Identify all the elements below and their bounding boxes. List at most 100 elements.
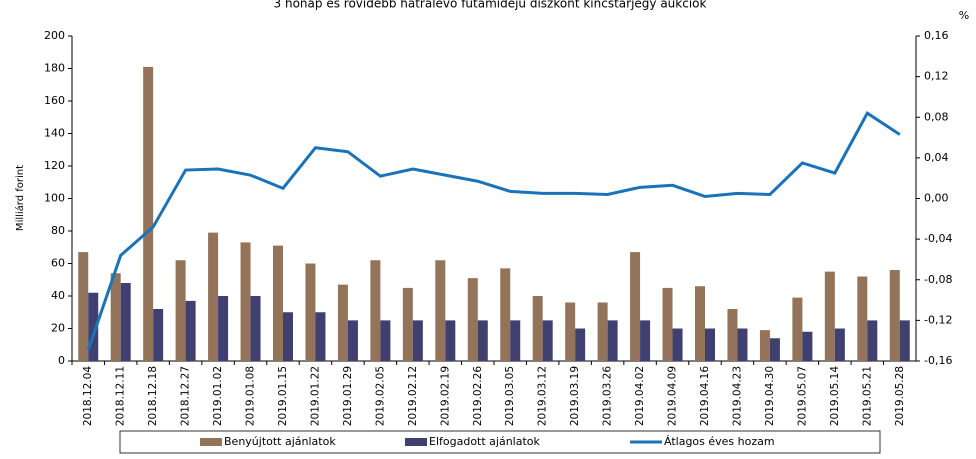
x-tick-label: 2019.01.02 bbox=[212, 366, 224, 426]
x-tick-label: 2018.12.18 bbox=[147, 366, 159, 426]
legend-box bbox=[119, 430, 881, 454]
x-tick-label: 2019.03.26 bbox=[602, 366, 614, 426]
bar bbox=[412, 320, 423, 361]
x-tick-label: 2018.12.11 bbox=[115, 366, 127, 426]
bar bbox=[380, 320, 391, 361]
bar bbox=[705, 328, 715, 361]
x-tick-label: 2019.04.16 bbox=[699, 366, 711, 426]
bar bbox=[867, 320, 878, 361]
y-tick-label: 200 bbox=[44, 29, 65, 42]
bar bbox=[500, 268, 511, 361]
bar bbox=[120, 283, 131, 361]
bar bbox=[283, 312, 293, 361]
bar bbox=[857, 276, 868, 361]
bar bbox=[347, 320, 358, 361]
y2-tick-label: 0,04 bbox=[924, 151, 949, 164]
bar bbox=[88, 292, 99, 361]
x-tick-label: 2018.12.04 bbox=[82, 366, 94, 426]
x-tick-label: 2019.05.14 bbox=[829, 366, 841, 426]
x-tick-label: 2019.03.19 bbox=[569, 366, 581, 426]
bar bbox=[445, 320, 456, 361]
bar bbox=[273, 245, 283, 361]
y-tick-label: 0 bbox=[58, 354, 65, 367]
x-tick-label: 2019.02.26 bbox=[472, 366, 484, 426]
x-tick-label: 2018.12.27 bbox=[180, 366, 192, 426]
bar bbox=[769, 338, 780, 361]
bar bbox=[175, 260, 186, 361]
bar bbox=[435, 260, 446, 361]
legend-label: Benyújtott ajánlatok bbox=[224, 435, 336, 448]
y2-axis-label: % bbox=[959, 9, 969, 22]
bar bbox=[695, 286, 705, 361]
legend-label: Elfogadott ajánlatok bbox=[429, 435, 541, 448]
bar bbox=[402, 287, 413, 361]
bar bbox=[315, 312, 326, 361]
x-tick-label: 2019.05.07 bbox=[796, 366, 808, 426]
bar bbox=[143, 66, 154, 361]
x-tick-label: 2019.02.12 bbox=[407, 366, 419, 426]
legend-swatch bbox=[200, 438, 222, 446]
bar bbox=[824, 271, 835, 361]
bar bbox=[208, 232, 219, 361]
bar bbox=[370, 260, 381, 361]
bar bbox=[78, 252, 89, 361]
y-tick-label: 160 bbox=[44, 94, 65, 107]
x-tick-label: 2019.04.02 bbox=[634, 366, 646, 426]
bar bbox=[727, 309, 738, 361]
bar bbox=[802, 331, 813, 361]
x-tick-label: 2019.05.21 bbox=[861, 366, 873, 426]
bar bbox=[467, 278, 478, 361]
y2-tick-label: -0,12 bbox=[924, 313, 952, 326]
bar bbox=[672, 328, 683, 361]
bar bbox=[662, 287, 673, 361]
bar bbox=[889, 270, 900, 361]
y-tick-label: 80 bbox=[51, 224, 65, 237]
x-tick-label: 2019.03.12 bbox=[537, 366, 549, 426]
y-tick-label: 100 bbox=[44, 192, 65, 205]
bar bbox=[792, 297, 803, 361]
y2-tick-label: -0,16 bbox=[924, 354, 952, 367]
line-series bbox=[86, 111, 901, 351]
y2-tick-label: -0,08 bbox=[924, 273, 952, 286]
x-tick-label: 2019.05.28 bbox=[894, 366, 906, 426]
y-tick-label: 120 bbox=[44, 159, 65, 172]
x-tick-label: 2019.01.15 bbox=[277, 366, 289, 426]
bar bbox=[759, 330, 770, 361]
bar bbox=[510, 320, 521, 361]
y2-tick-label: 0,16 bbox=[924, 29, 949, 42]
x-tick-label: 2019.02.19 bbox=[439, 366, 451, 426]
x-tick-label: 2019.01.29 bbox=[342, 366, 354, 426]
bar bbox=[834, 328, 845, 361]
y2-tick-label: 0,12 bbox=[924, 70, 949, 83]
bar bbox=[607, 320, 618, 361]
bar bbox=[337, 284, 348, 361]
legend-swatch bbox=[405, 438, 427, 446]
bar bbox=[153, 309, 164, 361]
bar bbox=[185, 300, 196, 361]
y2-tick-label: -0,04 bbox=[924, 232, 952, 245]
x-tick-label: 2019.03.05 bbox=[504, 366, 516, 426]
x-tick-label: 2019.04.09 bbox=[667, 366, 679, 426]
bar bbox=[110, 273, 121, 361]
bar bbox=[737, 328, 748, 361]
x-tick-label: 2019.01.08 bbox=[245, 366, 257, 426]
bar bbox=[640, 320, 651, 361]
y-tick-label: 40 bbox=[51, 289, 65, 302]
bar bbox=[597, 302, 608, 361]
bar bbox=[218, 296, 229, 361]
x-tick-label: 2019.02.05 bbox=[374, 366, 386, 426]
x-tick-label: 2019.01.22 bbox=[309, 366, 321, 426]
bar bbox=[305, 263, 316, 361]
legend-label: Átlagos éves hozam bbox=[664, 435, 775, 448]
bar bbox=[565, 302, 576, 361]
y2-tick-label: 0,00 bbox=[924, 192, 949, 205]
y2-tick-label: 0,08 bbox=[924, 110, 949, 123]
bar bbox=[630, 252, 641, 361]
bar bbox=[575, 328, 586, 361]
y-tick-label: 20 bbox=[51, 322, 65, 335]
chart-title: 3 hónap és rövidebb hátralévő futamidejű… bbox=[274, 0, 707, 11]
y-tick-label: 140 bbox=[44, 127, 65, 140]
bar bbox=[542, 320, 553, 361]
x-tick-label: 2019.04.23 bbox=[731, 366, 743, 426]
bar bbox=[532, 296, 543, 361]
